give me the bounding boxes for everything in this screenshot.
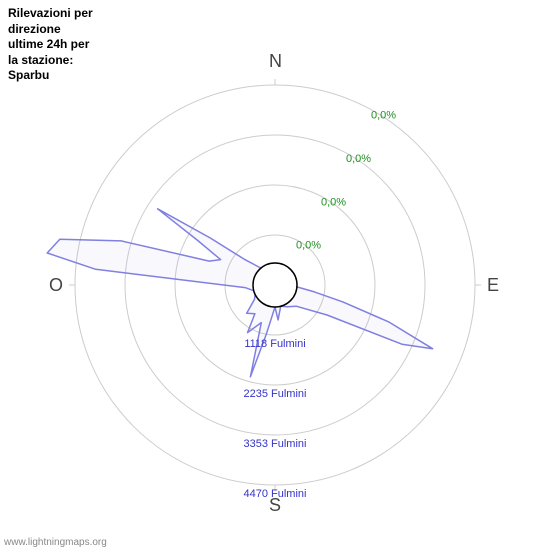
ring-count-label: 1118 Fulmini bbox=[244, 338, 305, 350]
cardinal-n: N bbox=[269, 51, 282, 72]
ring-pct-label: 0,0% bbox=[346, 153, 371, 165]
ring-count-label: 3353 Fulmini bbox=[244, 438, 307, 450]
cardinal-w: O bbox=[49, 275, 63, 296]
chart-title: Rilevazioni perdirezioneultime 24h perla… bbox=[8, 6, 118, 84]
polar-chart: 0,0% 0,0% 0,0% 0,0% 1118 Fulmini 2235 Fulmini… bbox=[0, 0, 550, 550]
cardinal-s: S bbox=[269, 495, 281, 516]
ring-pct-label: 0,0% bbox=[321, 196, 346, 208]
ring-pct-label: 0,0% bbox=[296, 240, 321, 252]
footer-credit: www.lightningmaps.org bbox=[4, 537, 107, 548]
ring-count-label: 2235 Fulmini bbox=[244, 388, 307, 400]
ring-pct-label: 0,0% bbox=[371, 110, 396, 122]
cardinal-e: E bbox=[487, 275, 499, 296]
